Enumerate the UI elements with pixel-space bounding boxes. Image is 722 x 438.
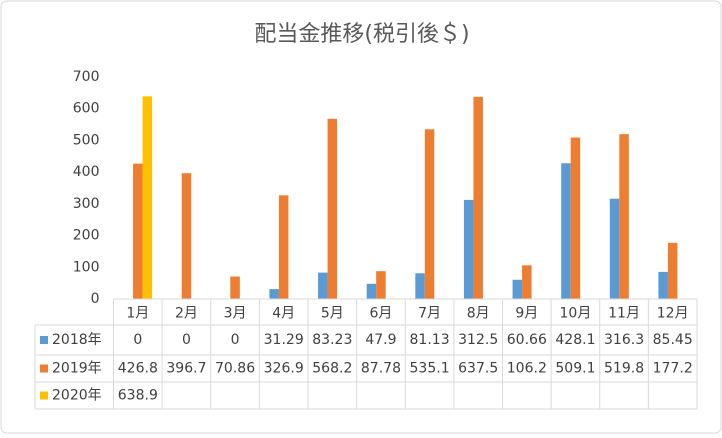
table-value: 47.9 — [365, 332, 396, 348]
x-tick-label: 2月 — [175, 306, 198, 322]
y-tick-label: 500 — [73, 132, 100, 148]
table-value: 535.1 — [410, 361, 450, 377]
table-value: 0 — [133, 332, 142, 348]
bar — [463, 199, 474, 299]
bar — [424, 129, 435, 299]
bar — [142, 96, 153, 299]
table-value: 316.3 — [604, 332, 644, 348]
table-value: 87.78 — [361, 361, 401, 377]
x-tick-label: 6月 — [369, 306, 392, 322]
table-value: 31.29 — [264, 332, 304, 348]
bar — [230, 276, 240, 299]
bar — [619, 134, 629, 299]
legend-label: 2020年 — [52, 388, 102, 404]
bar — [512, 279, 523, 299]
bar — [667, 242, 678, 299]
bar — [133, 163, 143, 299]
bar — [278, 195, 289, 299]
x-tick-label: 9月 — [515, 306, 538, 322]
bar — [658, 271, 668, 299]
table-value: 326.9 — [264, 361, 304, 377]
bar — [376, 271, 386, 299]
table-value: 638.9 — [118, 388, 158, 404]
legend-swatch — [40, 336, 48, 344]
y-tick-label: 700 — [73, 69, 100, 85]
table-value: 396.7 — [166, 361, 206, 377]
y-tick-label: 600 — [73, 101, 100, 117]
table-value: 60.66 — [507, 332, 547, 348]
x-tick-label: 11月 — [608, 306, 640, 322]
bar — [327, 118, 338, 299]
bar — [570, 137, 581, 299]
bar — [522, 265, 532, 299]
y-tick-label: 300 — [73, 196, 100, 212]
legend-label: 2018年 — [52, 332, 102, 348]
y-tick-label: 100 — [73, 259, 100, 275]
table-value: 81.13 — [410, 332, 450, 348]
y-tick-label: 400 — [73, 164, 100, 180]
bar — [415, 273, 425, 299]
table-value: 106.2 — [507, 361, 547, 377]
legend-swatch — [40, 391, 48, 400]
table-value: 509.1 — [555, 361, 595, 377]
table-value: 568.2 — [312, 361, 352, 377]
table-value: 70.86 — [215, 361, 255, 377]
table-value: 426.8 — [118, 361, 158, 377]
bar — [561, 163, 571, 299]
bar — [269, 289, 279, 299]
bar — [366, 283, 377, 299]
x-tick-label: 4月 — [272, 306, 295, 322]
legend-label: 2019年 — [52, 361, 102, 377]
legend-swatch — [40, 364, 48, 373]
chart-title: 配当金推移(税引後＄) — [254, 22, 469, 47]
table-value: 0 — [182, 332, 191, 348]
table-value: 83.23 — [312, 332, 352, 348]
table-value: 637.5 — [458, 361, 498, 377]
table-value: 428.1 — [555, 332, 595, 348]
table-value: 312.5 — [458, 332, 498, 348]
y-tick-label: 200 — [73, 228, 100, 244]
x-tick-label: 3月 — [224, 306, 247, 322]
x-tick-label: 8月 — [467, 306, 490, 322]
x-tick-label: 10月 — [560, 306, 592, 322]
x-tick-label: 1月 — [126, 306, 149, 322]
table-value: 0 — [231, 332, 240, 348]
bar — [609, 198, 620, 299]
bar — [181, 173, 192, 299]
bar — [318, 272, 328, 299]
table-value: 519.8 — [604, 361, 644, 377]
y-tick-label: 0 — [91, 291, 100, 307]
bar — [473, 96, 483, 299]
x-tick-label: 12月 — [657, 306, 689, 322]
x-tick-label: 5月 — [321, 306, 344, 322]
table-value: 177.2 — [653, 361, 693, 377]
x-tick-label: 7月 — [418, 306, 441, 322]
table-value: 85.45 — [653, 332, 693, 348]
